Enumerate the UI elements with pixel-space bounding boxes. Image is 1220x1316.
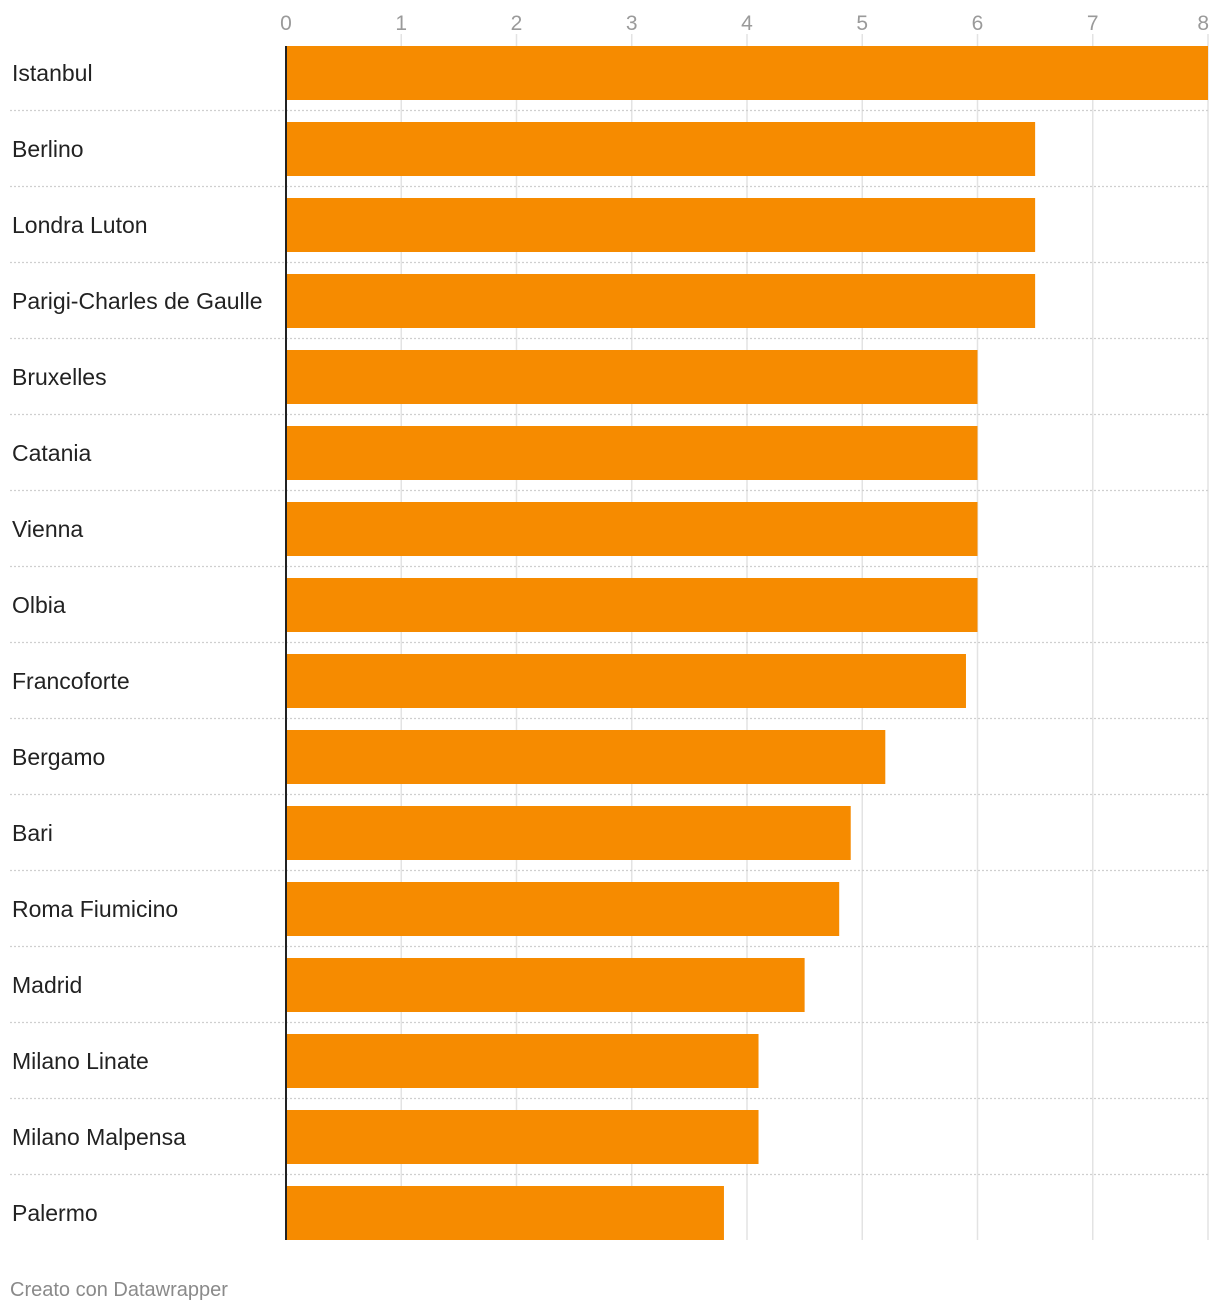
bar[interactable] [286,1110,759,1164]
bar[interactable] [286,958,805,1012]
category-label: Francoforte [12,668,130,694]
category-label: Parigi-Charles de Gaulle [12,288,263,314]
x-tick-label: 0 [280,12,292,35]
category-label: Berlino [12,136,84,162]
bar[interactable] [286,350,978,404]
bar[interactable] [286,46,1208,100]
x-axis-ticks: 0 1 2 3 4 5 6 7 8 [280,12,1209,35]
bar[interactable] [286,578,978,632]
category-label: Catania [12,440,91,466]
bar[interactable] [286,654,966,708]
category-label: Olbia [12,592,66,618]
x-tick-label: 6 [972,12,984,35]
bar[interactable] [286,426,978,480]
category-label: Bari [12,820,53,846]
category-label: Palermo [12,1200,98,1226]
category-labels: Istanbul Berlino Londra Luton Parigi-Charle… [12,60,263,1226]
x-tick-label: 3 [626,12,638,35]
category-label: Madrid [12,972,82,998]
bar[interactable] [286,806,851,860]
x-tick-label: 2 [511,12,523,35]
category-label: Istanbul [12,60,93,86]
category-label: Londra Luton [12,212,148,238]
category-label: Roma Fiumicino [12,896,178,922]
category-label: Milano Malpensa [12,1124,186,1150]
x-tick-label: 5 [856,12,868,35]
x-tick-label: 8 [1197,12,1209,35]
bar-chart: 0 1 2 3 4 5 6 7 8 Istanbul Berlino Londra Luton Par… [10,12,1209,1240]
bar[interactable] [286,502,978,556]
row-separators [10,109,1208,1176]
category-label: Milano Linate [12,1048,149,1074]
bar[interactable] [286,882,840,936]
x-tick-label: 7 [1087,12,1099,35]
bar[interactable] [286,1034,759,1088]
bar[interactable] [286,1186,724,1240]
bar[interactable] [286,122,1036,176]
category-label: Bruxelles [12,364,107,390]
bars [286,46,1208,1240]
bar[interactable] [286,730,886,784]
bar[interactable] [286,198,1036,252]
footer-credit[interactable]: Creato con Datawrapper [10,1279,228,1301]
x-tick-label: 4 [741,12,753,35]
x-tick-label: 1 [395,12,407,35]
category-label: Vienna [12,516,83,542]
category-label: Bergamo [12,744,105,770]
bar[interactable] [286,274,1036,328]
